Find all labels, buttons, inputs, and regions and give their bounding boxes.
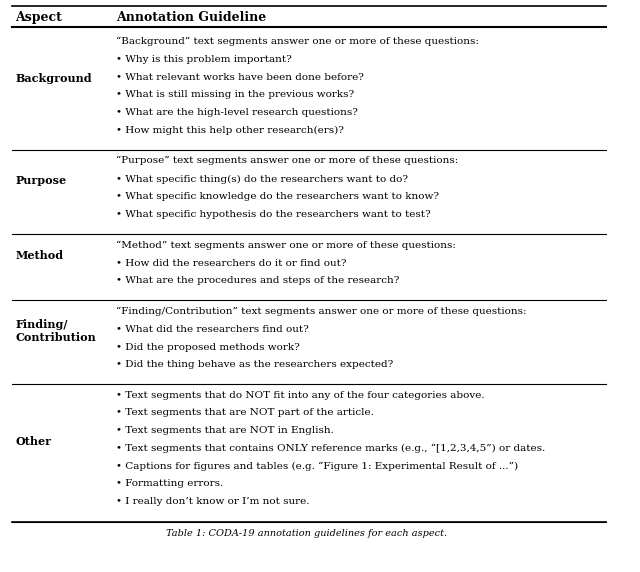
Text: • Did the thing behave as the researchers expected?: • Did the thing behave as the researcher… bbox=[116, 360, 394, 370]
Text: Table 1: CODA-19 annotation guidelines for each aspect.: Table 1: CODA-19 annotation guidelines f… bbox=[166, 529, 447, 538]
Text: • What is still missing in the previous works?: • What is still missing in the previous … bbox=[116, 90, 355, 100]
Text: • What relevant works have been done before?: • What relevant works have been done bef… bbox=[116, 73, 364, 82]
Text: • What are the procedures and steps of the research?: • What are the procedures and steps of t… bbox=[116, 276, 400, 285]
Text: • How might this help other research(ers)?: • How might this help other research(ers… bbox=[116, 126, 344, 135]
Text: • I really don’t know or I’m not sure.: • I really don’t know or I’m not sure. bbox=[116, 497, 310, 506]
Text: • Text segments that do NOT fit into any of the four categories above.: • Text segments that do NOT fit into any… bbox=[116, 391, 485, 400]
Text: • What are the high-level research questions?: • What are the high-level research quest… bbox=[116, 108, 358, 117]
Text: • Formatting errors.: • Formatting errors. bbox=[116, 479, 223, 488]
Text: Method: Method bbox=[15, 251, 63, 261]
Text: Aspect: Aspect bbox=[15, 11, 62, 25]
Text: Background: Background bbox=[15, 73, 92, 85]
Text: • What did the researchers find out?: • What did the researchers find out? bbox=[116, 325, 309, 334]
Text: • Text segments that are NOT part of the article.: • Text segments that are NOT part of the… bbox=[116, 408, 374, 418]
Text: • Text segments that contains ONLY reference marks (e.g., “[1,2,3,4,5”) or dates: • Text segments that contains ONLY refer… bbox=[116, 444, 546, 453]
Text: • Did the proposed methods work?: • Did the proposed methods work? bbox=[116, 343, 300, 352]
Text: • How did the researchers do it or find out?: • How did the researchers do it or find … bbox=[116, 259, 347, 268]
Text: • Text segments that are NOT in English.: • Text segments that are NOT in English. bbox=[116, 426, 334, 435]
Text: “Background” text segments answer one or more of these questions:: “Background” text segments answer one or… bbox=[116, 37, 479, 46]
Text: Other: Other bbox=[15, 436, 51, 447]
Text: “Purpose” text segments answer one or more of these questions:: “Purpose” text segments answer one or mo… bbox=[116, 156, 459, 165]
Text: Purpose: Purpose bbox=[15, 175, 67, 186]
Text: Finding/
Contribution: Finding/ Contribution bbox=[15, 319, 96, 343]
Text: Annotation Guideline: Annotation Guideline bbox=[116, 11, 267, 25]
Text: “Method” text segments answer one or more of these questions:: “Method” text segments answer one or mor… bbox=[116, 240, 456, 249]
Text: “Finding/Contribution” text segments answer one or more of these questions:: “Finding/Contribution” text segments ans… bbox=[116, 307, 527, 316]
Text: • Captions for figures and tables (e.g. “Figure 1: Experimental Result of ...”): • Captions for figures and tables (e.g. … bbox=[116, 462, 518, 471]
Text: • What specific knowledge do the researchers want to know?: • What specific knowledge do the researc… bbox=[116, 192, 440, 201]
Text: • What specific thing(s) do the researchers want to do?: • What specific thing(s) do the research… bbox=[116, 174, 408, 184]
Text: • Why is this problem important?: • Why is this problem important? bbox=[116, 55, 292, 64]
Text: • What specific hypothesis do the researchers want to test?: • What specific hypothesis do the resear… bbox=[116, 210, 431, 219]
